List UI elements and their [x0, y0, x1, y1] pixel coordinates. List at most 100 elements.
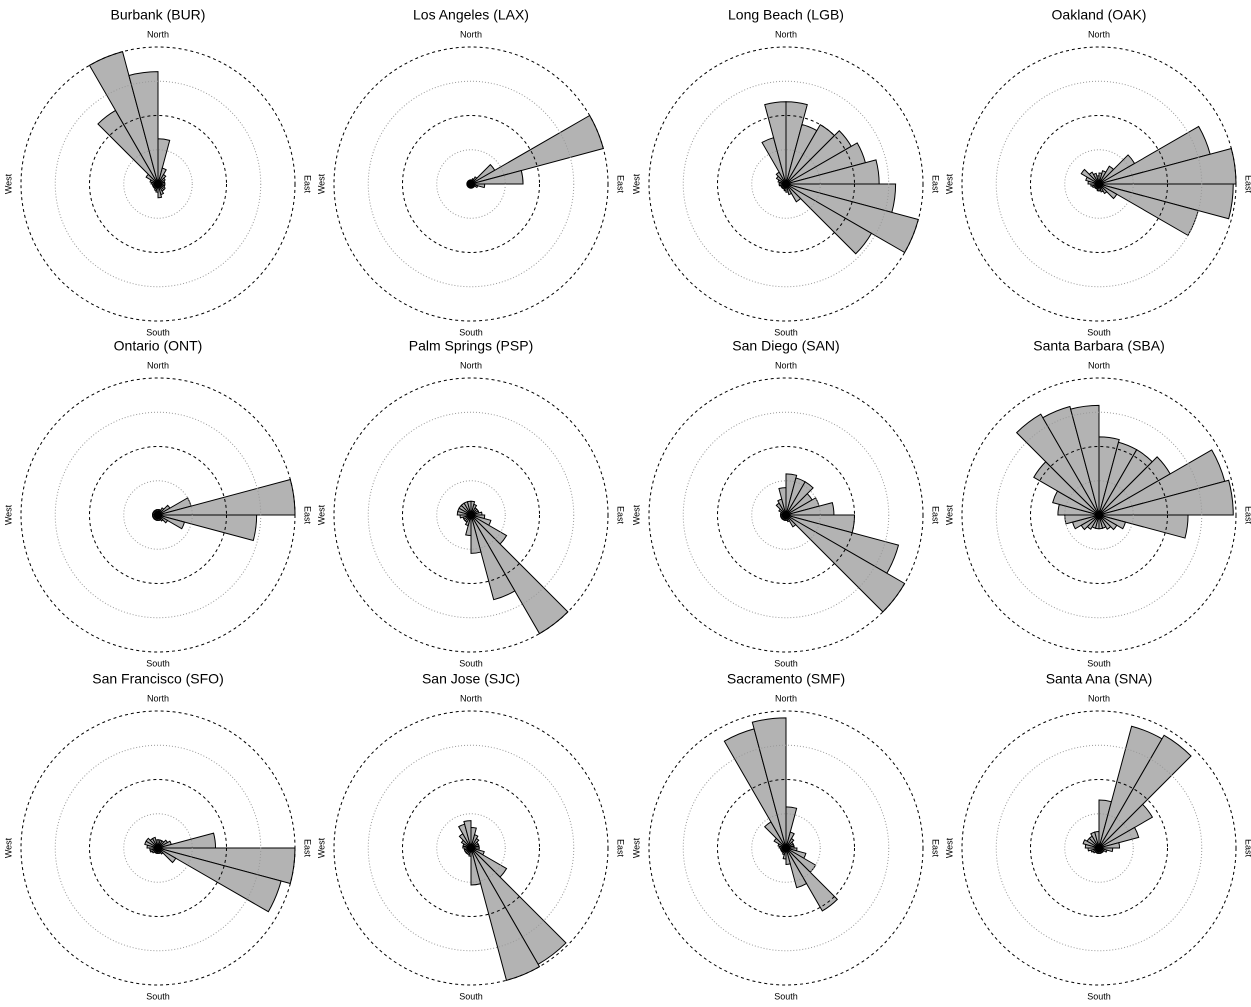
grid-ring	[436, 480, 506, 550]
chart-title: Ontario (ONT)	[114, 338, 203, 354]
direction-label: East	[303, 839, 313, 858]
rose-bar	[470, 847, 541, 981]
grid-ring	[367, 411, 575, 619]
direction-label: West	[944, 173, 954, 194]
rose-bar	[1098, 734, 1192, 849]
chart-title: Santa Ana (SNA)	[1046, 671, 1153, 687]
direction-label: South	[146, 991, 170, 1001]
rose-bar	[1042, 405, 1100, 516]
chart-title: Burbank (BUR)	[111, 7, 206, 23]
rose-bar	[1098, 514, 1112, 530]
rose-bar	[785, 183, 789, 193]
direction-label: South	[146, 658, 170, 668]
grid-ring	[20, 710, 296, 986]
grid-ring	[367, 80, 575, 288]
direction-label: North	[460, 29, 482, 39]
chart-title: Palm Springs (PSP)	[409, 338, 533, 354]
grid-ring	[123, 149, 193, 219]
rose-bar	[785, 183, 873, 255]
rose-bar	[155, 509, 159, 516]
grid-ring	[1064, 480, 1134, 550]
direction-label: East	[931, 175, 941, 194]
direction-label: West	[631, 173, 641, 194]
grid-ring	[682, 744, 890, 952]
direction-label: North	[460, 360, 482, 370]
direction-label: East	[303, 175, 313, 194]
rose-bar	[1070, 404, 1100, 516]
grid-ring	[54, 80, 262, 288]
rose-bar	[155, 839, 159, 849]
grid-ring	[751, 813, 821, 883]
rose-bar	[785, 514, 906, 613]
rose-bar	[1098, 183, 1118, 200]
rose-bar	[785, 183, 802, 203]
rose-bar	[785, 847, 839, 912]
direction-label: West	[316, 837, 326, 858]
grid-ring	[682, 80, 890, 288]
grid-ring	[123, 480, 193, 550]
grid-ring	[402, 115, 540, 253]
grid-ring	[717, 115, 855, 253]
direction-label: East	[1244, 839, 1251, 858]
rose-bar	[470, 514, 482, 554]
direction-label: North	[1088, 29, 1110, 39]
rose-bar	[470, 169, 524, 185]
grid-ring	[436, 813, 506, 883]
rose-bar	[1098, 803, 1154, 849]
direction-label: West	[944, 837, 954, 858]
rose-bar	[157, 847, 177, 864]
grid-ring	[333, 377, 609, 653]
direction-label: South	[459, 327, 483, 337]
grid-ring	[995, 411, 1203, 619]
direction-label: North	[147, 360, 169, 370]
chart-title: San Jose (SJC)	[422, 671, 520, 687]
rose-bar	[751, 717, 787, 849]
rose-bar	[157, 478, 296, 516]
rose-bar	[1098, 842, 1121, 849]
direction-label: East	[616, 175, 626, 194]
direction-label: North	[775, 29, 797, 39]
direction-label: West	[3, 173, 13, 194]
direction-label: West	[316, 173, 326, 194]
direction-label: East	[1244, 506, 1251, 525]
chart-title: Los Angeles (LAX)	[413, 7, 529, 23]
rose-bar	[128, 71, 159, 185]
grid-ring	[648, 377, 924, 653]
direction-label: East	[616, 839, 626, 858]
grid-ring	[717, 446, 855, 584]
rose-bar	[778, 487, 787, 516]
grid-ring	[682, 411, 890, 619]
chart-title: Santa Barbara (SBA)	[1033, 338, 1165, 354]
direction-label: South	[1087, 991, 1111, 1001]
grid-ring	[402, 446, 540, 584]
rose-bar	[1080, 168, 1100, 185]
rose-bar	[466, 500, 472, 516]
direction-label: East	[303, 506, 313, 525]
rose-bar	[1098, 514, 1118, 531]
rose-bar	[157, 183, 163, 199]
grid-ring	[751, 149, 821, 219]
grid-ring	[54, 744, 262, 952]
grid-ring	[1030, 115, 1168, 253]
rose-bar	[470, 114, 604, 185]
rose-bar	[1098, 479, 1234, 516]
grid-ring	[89, 779, 227, 917]
rose-bar	[1092, 172, 1100, 185]
rose-bar	[785, 847, 808, 889]
rose-bar	[785, 847, 791, 865]
direction-label: South	[774, 327, 798, 337]
grid-ring	[89, 115, 227, 253]
direction-label: East	[931, 839, 941, 858]
direction-label: West	[3, 837, 13, 858]
rose-bar	[463, 820, 472, 849]
direction-label: South	[1087, 658, 1111, 668]
direction-label: North	[775, 360, 797, 370]
grid-ring	[1030, 779, 1168, 917]
rose-bar	[1098, 183, 1199, 237]
grid-ring	[1030, 446, 1168, 584]
grid-ring	[961, 46, 1237, 322]
direction-label: North	[1088, 360, 1110, 370]
direction-label: North	[147, 29, 169, 39]
grid-ring	[402, 779, 540, 917]
grid-ring	[20, 46, 296, 322]
